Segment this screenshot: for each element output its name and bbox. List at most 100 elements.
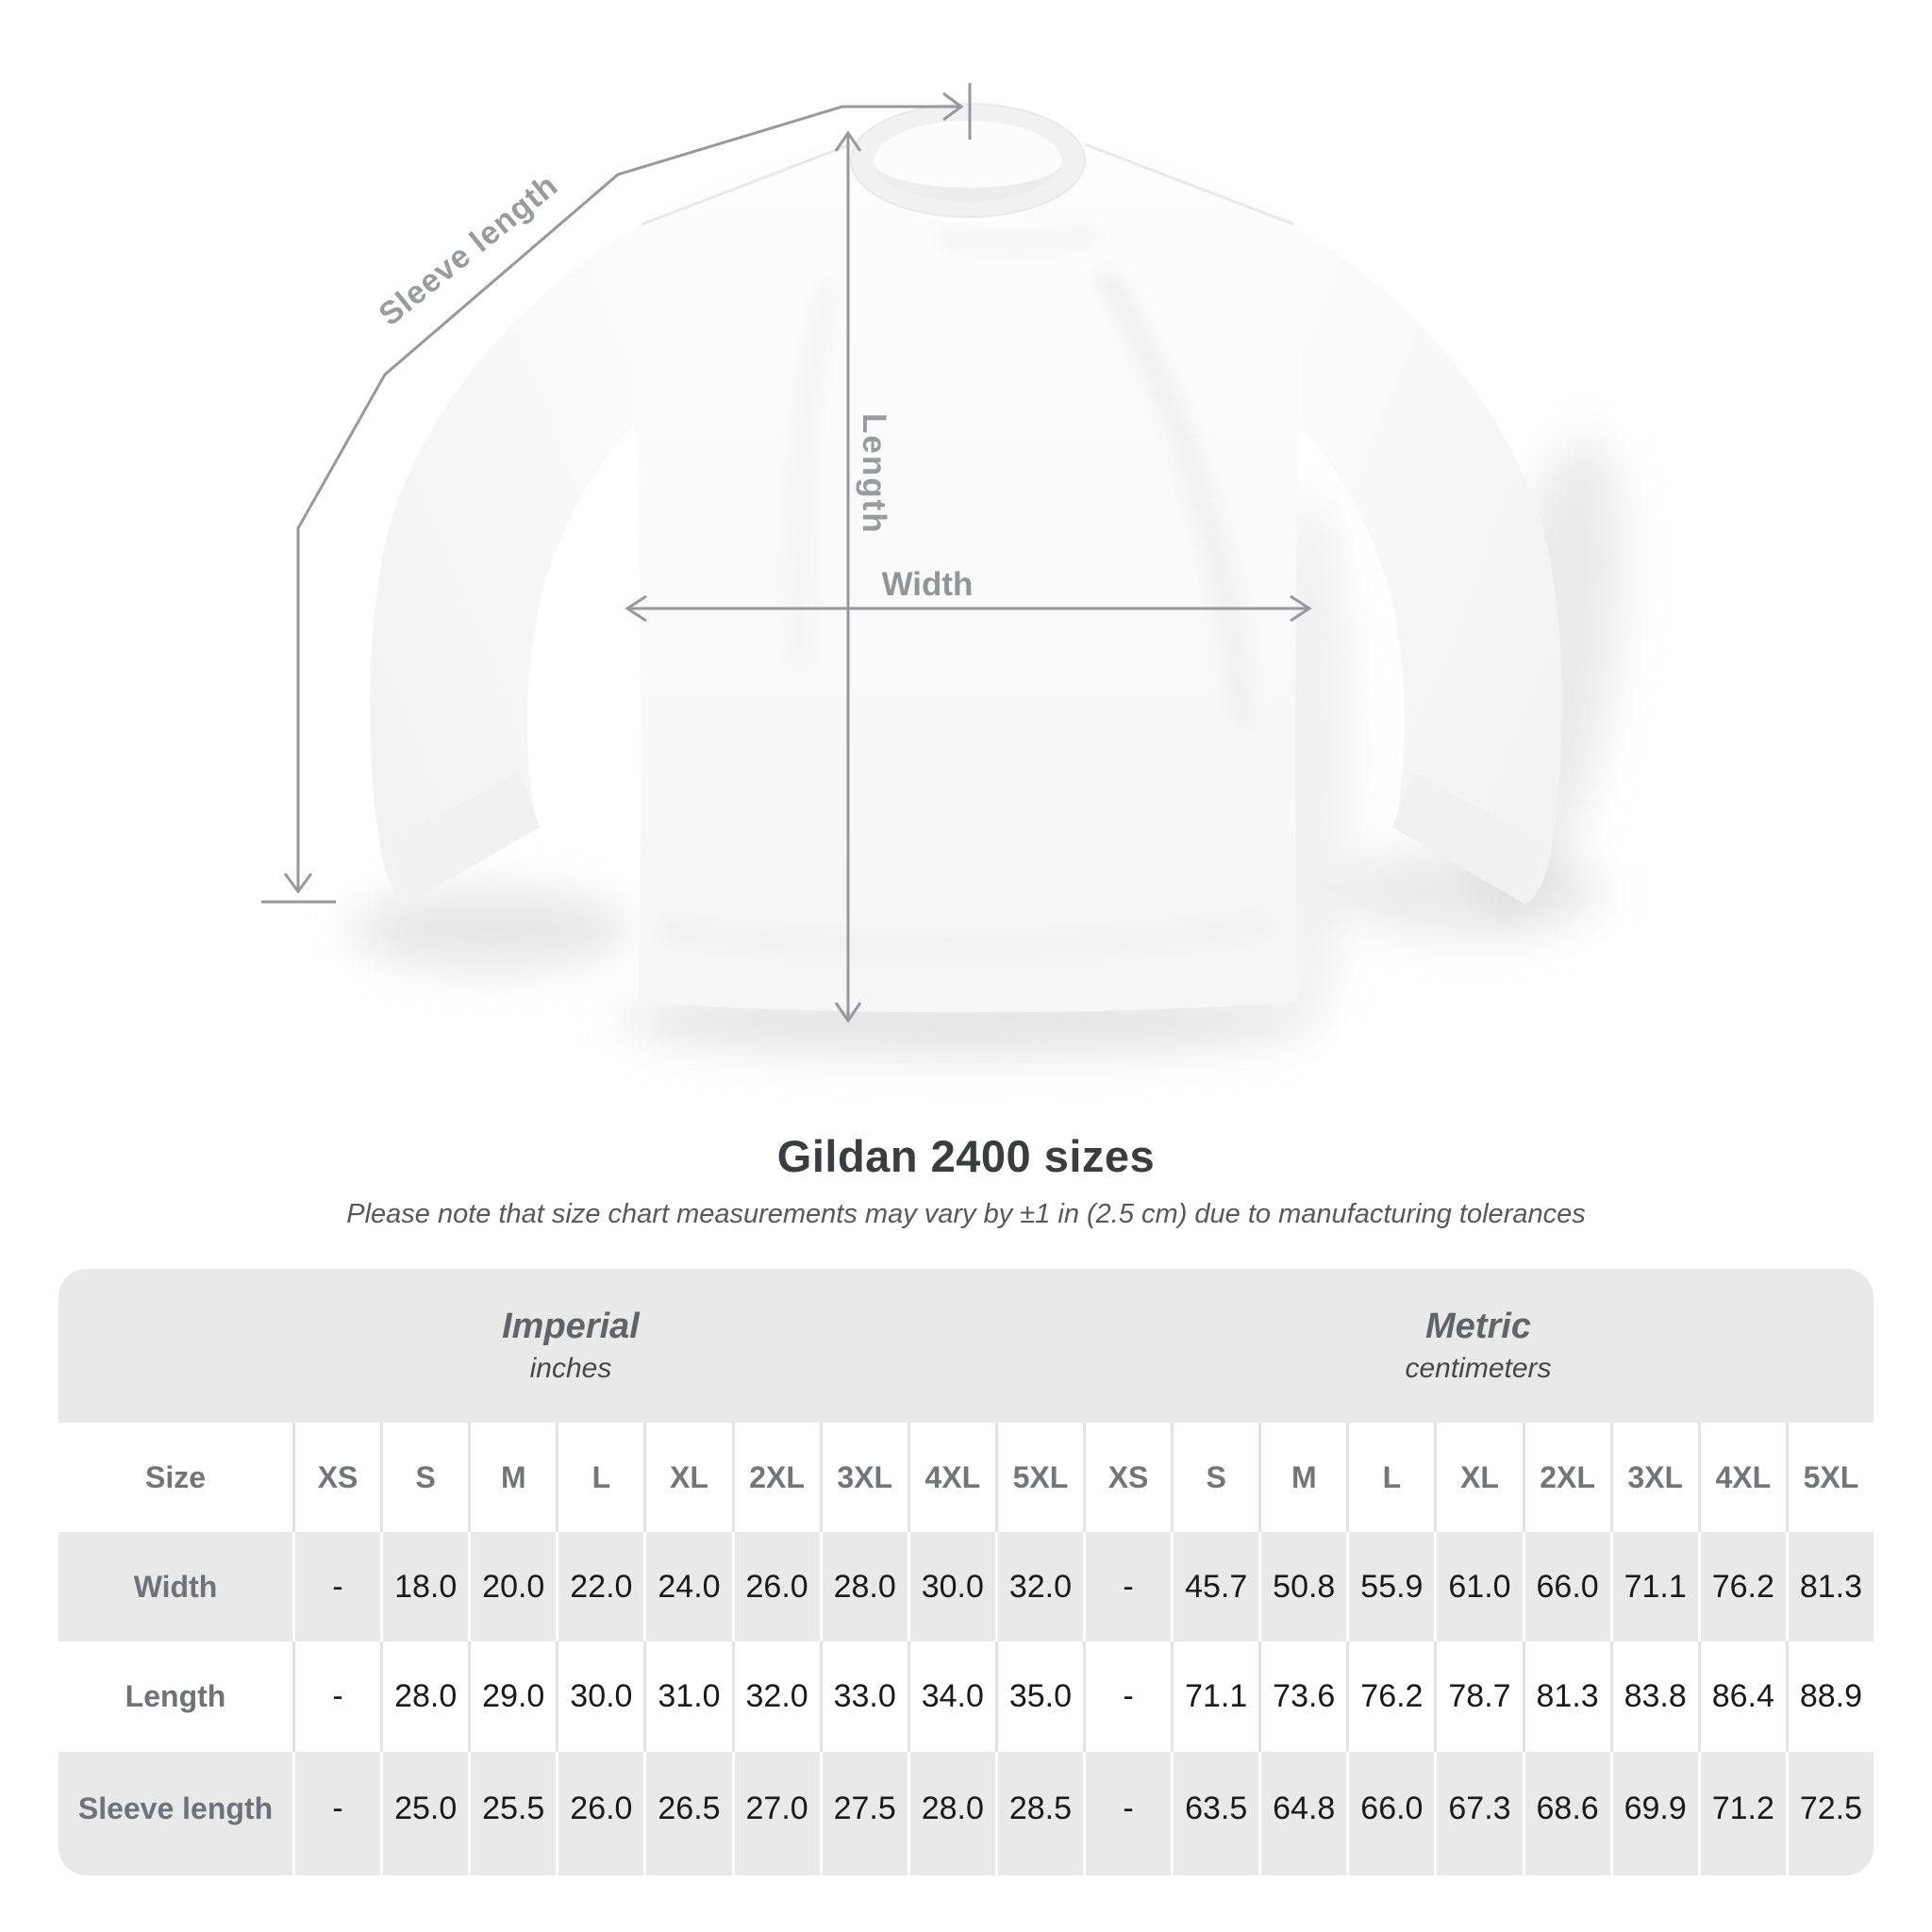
- size-header-metric-2xl: 2XL: [1522, 1423, 1610, 1532]
- table-row-length: Length - 28.0 29.0 30.0 31.0 32.0 33.0 3…: [58, 1641, 1874, 1752]
- imperial-unit-header: Imperial inches: [58, 1269, 1083, 1423]
- sleeve-imperial-2xl: 27.0: [731, 1752, 820, 1875]
- size-header-imperial-4xl: 4XL: [907, 1423, 995, 1532]
- sleeve-metric-xs: -: [1083, 1752, 1171, 1875]
- size-header-metric-m: M: [1258, 1423, 1346, 1532]
- sleeve-imperial-3xl: 27.5: [819, 1752, 908, 1875]
- imperial-unit: inches: [529, 1353, 612, 1384]
- right-sleeve: [1289, 226, 1562, 904]
- width-metric-4xl: 76.2: [1697, 1532, 1786, 1641]
- sleeve-imperial-xs: -: [292, 1752, 380, 1875]
- sleeve-metric-3xl: 69.9: [1609, 1752, 1698, 1875]
- size-header-imperial-xs: XS: [292, 1423, 380, 1532]
- width-metric-3xl: 71.1: [1609, 1532, 1698, 1641]
- length-metric-l: 76.2: [1346, 1641, 1434, 1752]
- row-label-width: Width: [133, 1569, 218, 1604]
- sleeve-metric-l: 66.0: [1346, 1752, 1434, 1875]
- width-imperial-s: 18.0: [380, 1532, 468, 1641]
- imperial-label: Imperial: [502, 1307, 640, 1346]
- sleeve-metric-s: 63.5: [1171, 1752, 1258, 1875]
- fabric-wrinkles: [658, 227, 1271, 958]
- size-header-metric-xs: XS: [1083, 1423, 1171, 1532]
- sleeve-imperial-l: 26.0: [556, 1752, 643, 1875]
- table-row-sleeve-length: Sleeve length - 25.0 25.5 26.0 26.5 27.0…: [58, 1752, 1874, 1875]
- shirt-measurement-diagram: Sleeve length Length Width: [261, 83, 1625, 1057]
- shirt-graphic: [261, 83, 1625, 1057]
- sleeve-metric-m: 64.8: [1258, 1752, 1346, 1875]
- length-imperial-xl: 31.0: [643, 1641, 731, 1752]
- length-metric-4xl: 86.4: [1697, 1641, 1786, 1752]
- right-cuff: [1392, 772, 1543, 905]
- size-header-imperial-s: S: [380, 1423, 468, 1532]
- sleeve-metric-4xl: 71.2: [1697, 1752, 1786, 1875]
- shoulder-seams: [641, 142, 1295, 226]
- length-metric-5xl: 88.9: [1785, 1641, 1874, 1752]
- width-imperial-4xl: 30.0: [907, 1532, 995, 1641]
- width-metric-xl: 61.0: [1434, 1532, 1522, 1641]
- length-imperial-s: 28.0: [380, 1641, 468, 1752]
- size-header-imperial-2xl: 2XL: [731, 1423, 820, 1532]
- size-header-metric-5xl: 5XL: [1785, 1423, 1874, 1532]
- length-imperial-m: 29.0: [468, 1641, 556, 1752]
- size-header-metric-4xl: 4XL: [1697, 1423, 1786, 1532]
- size-header-metric-l: L: [1346, 1423, 1434, 1532]
- length-imperial-3xl: 33.0: [819, 1641, 908, 1752]
- shirt-body: [633, 142, 1303, 1013]
- width-imperial-5xl: 32.0: [994, 1532, 1083, 1641]
- size-header-metric-xl: XL: [1434, 1423, 1522, 1532]
- unit-band: Imperial inches Metric centimeters: [58, 1269, 1874, 1423]
- length-imperial-2xl: 32.0: [731, 1641, 820, 1752]
- width-metric-l: 55.9: [1346, 1532, 1434, 1641]
- width-metric-5xl: 81.3: [1785, 1532, 1874, 1641]
- width-imperial-xs: -: [292, 1532, 380, 1641]
- size-header-imperial-m: M: [468, 1423, 556, 1532]
- length-imperial-l: 30.0: [556, 1641, 643, 1752]
- width-imperial-l: 22.0: [556, 1532, 643, 1641]
- sleeve-imperial-4xl: 28.0: [907, 1752, 995, 1875]
- size-header-metric-s: S: [1171, 1423, 1258, 1532]
- sleeve-metric-5xl: 72.5: [1785, 1752, 1874, 1875]
- size-header-imperial-xl: XL: [643, 1423, 731, 1532]
- left-cuff: [389, 772, 540, 905]
- row-label-length: Length: [125, 1679, 226, 1713]
- length-imperial-xs: -: [292, 1641, 380, 1752]
- sleeve-imperial-xl: 26.5: [643, 1752, 731, 1875]
- metric-label: Metric: [1425, 1307, 1531, 1346]
- width-arrow: [625, 594, 1312, 623]
- size-header-metric-3xl: 3XL: [1609, 1423, 1698, 1532]
- left-sleeve: [370, 226, 643, 904]
- length-metric-m: 73.6: [1258, 1641, 1346, 1752]
- width-metric-xs: -: [1083, 1532, 1171, 1641]
- page-title: Gildan 2400 sizes: [776, 1131, 1156, 1181]
- width-metric-2xl: 66.0: [1522, 1532, 1610, 1641]
- length-imperial-4xl: 34.0: [907, 1641, 995, 1752]
- length-metric-xs: -: [1083, 1641, 1171, 1752]
- width-imperial-m: 20.0: [468, 1532, 556, 1641]
- sleeve-imperial-5xl: 28.5: [994, 1752, 1083, 1875]
- width-annotation-label: Width: [881, 566, 974, 603]
- sleeve-metric-2xl: 68.6: [1522, 1752, 1610, 1875]
- width-imperial-xl: 24.0: [643, 1532, 731, 1641]
- length-annotation-label: Length: [856, 413, 892, 535]
- length-metric-s: 71.1: [1171, 1641, 1258, 1752]
- length-imperial-5xl: 35.0: [994, 1641, 1083, 1752]
- length-metric-2xl: 81.3: [1522, 1641, 1610, 1752]
- row-label-sleeve-length: Sleeve length: [77, 1791, 274, 1825]
- table-row-width: Width - 18.0 20.0 22.0 24.0 26.0 28.0 30…: [58, 1532, 1874, 1641]
- metric-unit: centimeters: [1405, 1353, 1552, 1384]
- width-imperial-3xl: 28.0: [819, 1532, 908, 1641]
- sleeve-metric-xl: 67.3: [1434, 1752, 1522, 1875]
- length-arrow: [834, 130, 862, 1024]
- table-header-row: Size XS S M L XL 2XL 3XL 4XL 5XL XS S M …: [58, 1423, 1874, 1532]
- size-column-header: Size: [144, 1459, 207, 1494]
- sleeve-imperial-s: 25.0: [380, 1752, 468, 1875]
- size-table: Imperial inches Metric centimeters Size …: [58, 1269, 1874, 1875]
- width-metric-m: 50.8: [1258, 1532, 1346, 1641]
- width-imperial-2xl: 26.0: [731, 1532, 820, 1641]
- collar: [850, 103, 1086, 218]
- size-header-imperial-l: L: [556, 1423, 643, 1532]
- width-metric-s: 45.7: [1171, 1532, 1258, 1641]
- length-metric-3xl: 83.8: [1609, 1641, 1698, 1752]
- sleeve-imperial-m: 25.5: [468, 1752, 556, 1875]
